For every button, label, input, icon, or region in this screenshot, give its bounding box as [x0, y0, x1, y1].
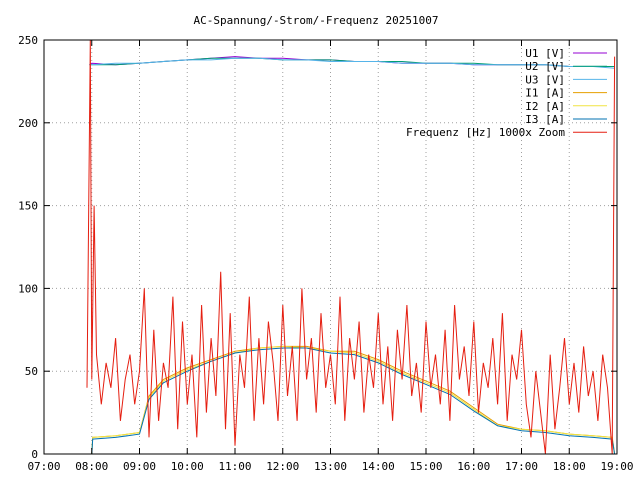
legend-label: I2 [A] [525, 100, 565, 113]
x-tick-label: 17:00 [505, 460, 538, 473]
series-line-i3-a [91, 347, 616, 455]
x-tick-label: 18:00 [553, 460, 586, 473]
x-tick-label: 07:00 [27, 460, 60, 473]
series-line-u3-v [89, 57, 615, 69]
x-tick-label: 16:00 [457, 460, 490, 473]
x-tick-label: 10:00 [171, 460, 204, 473]
series-line-i1-a [91, 345, 616, 455]
legend-label: I3 [A] [525, 113, 565, 126]
series-line-i2-a [91, 345, 616, 455]
x-tick-label: 12:00 [266, 460, 299, 473]
y-tick-label: 50 [25, 365, 38, 378]
x-tick-label: 13:00 [314, 460, 347, 473]
legend-label: U2 [V] [525, 60, 565, 73]
y-tick-label: 250 [18, 34, 38, 47]
grid [44, 40, 617, 454]
y-tick-label: 150 [18, 200, 38, 213]
x-tick-label: 09:00 [123, 460, 156, 473]
x-tick-label: 19:00 [600, 460, 633, 473]
x-tick-label: 08:00 [75, 460, 108, 473]
x-tick-label: 14:00 [362, 460, 395, 473]
legend: U1 [V]U2 [V]U3 [V]I1 [A]I2 [A]I3 [A]Freq… [406, 47, 607, 139]
y-tick-label: 100 [18, 282, 38, 295]
legend-label: Frequenz [Hz] 1000x Zoom [406, 126, 565, 139]
y-tick-label: 200 [18, 117, 38, 130]
x-tick-label: 15:00 [409, 460, 442, 473]
x-tick-label: 11:00 [218, 460, 251, 473]
legend-label: U1 [V] [525, 47, 565, 60]
series-line-frequenz-hz-1000x-zoom [86, 39, 616, 455]
axes: 0 50 100 150 200 250 07:00 08:00 09:00 10:00 11:00… [18, 34, 633, 473]
chart-title: AC-Spannung/-Strom/-Frequenz 20251007 [193, 14, 438, 27]
legend-label: U3 [V] [525, 73, 565, 86]
y-tick-label: 0 [31, 448, 38, 461]
series-layer [86, 39, 616, 455]
legend-label: I1 [A] [525, 87, 565, 100]
